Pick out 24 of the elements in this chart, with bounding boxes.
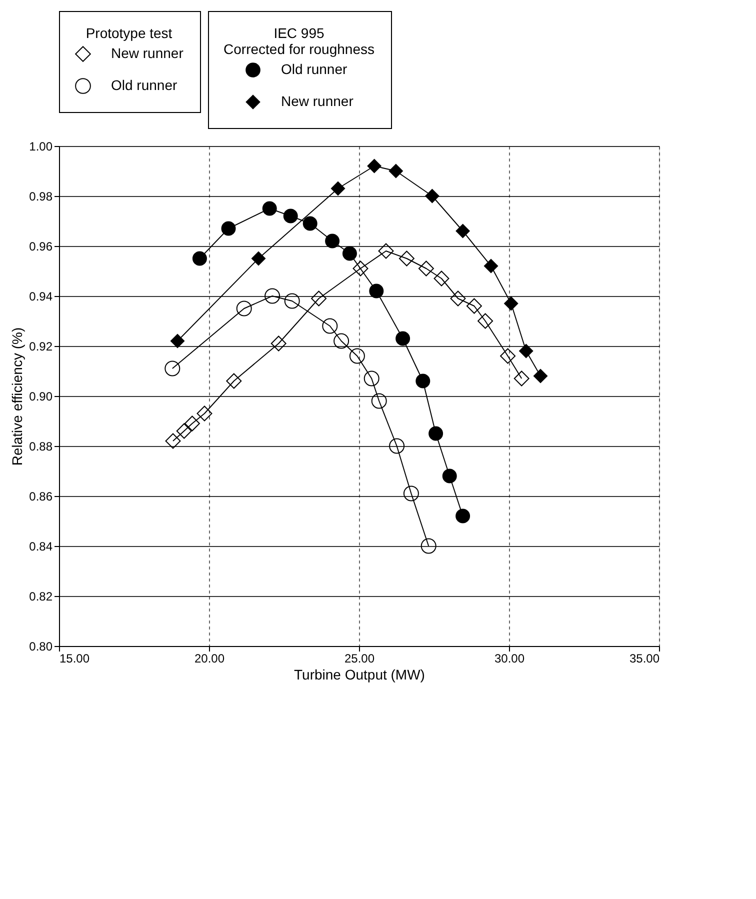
y-axis-title: Relative efficiency (%) xyxy=(9,327,26,466)
y-tick-label: 0.96 xyxy=(29,240,53,254)
legend-label: Old runner xyxy=(111,77,178,93)
y-tick-label: 0.92 xyxy=(29,340,53,354)
x-tick-label: 20.00 xyxy=(194,652,225,666)
x-axis-title: Turbine Output (MW) xyxy=(294,666,425,682)
y-tick-label: 0.98 xyxy=(29,190,53,204)
x-tick-label: 15.00 xyxy=(60,652,90,666)
y-tick-label: 0.86 xyxy=(29,490,53,504)
y-tick-label: 0.84 xyxy=(29,540,53,554)
x-tick-label: 30.00 xyxy=(494,652,525,666)
text: IEC 995 Corrected for roughness xyxy=(224,25,374,57)
y-tick-label: 1.00 xyxy=(29,140,53,154)
legend-label: New runner xyxy=(281,93,354,109)
y-tick-label: 0.90 xyxy=(29,390,53,404)
legend-label: New runner xyxy=(111,45,184,61)
x-tick-label: 25.00 xyxy=(344,652,375,666)
y-tick-label: 0.88 xyxy=(29,440,53,454)
y-tick-label: 0.82 xyxy=(29,590,53,604)
x-tick-label: 35.00 xyxy=(629,652,660,666)
y-tick-label: 0.94 xyxy=(29,290,53,304)
legend-label: Old runner xyxy=(281,61,348,77)
text: Prototype test xyxy=(86,25,172,41)
y-tick-label: 0.80 xyxy=(29,640,53,654)
